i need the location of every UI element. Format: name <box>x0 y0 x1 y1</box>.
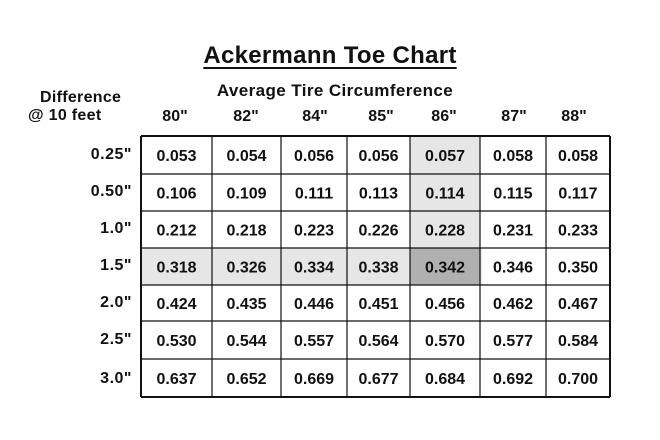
chart-title: Ackermann Toe Chart <box>203 42 457 69</box>
table-cell-value: 0.212 <box>156 223 196 240</box>
table-cell-value: 0.700 <box>558 371 598 388</box>
table-cell-value: 0.584 <box>558 333 598 350</box>
table-cell-value: 0.424 <box>156 296 196 313</box>
table-cell-value: 0.570 <box>425 333 465 350</box>
highlight-column-band <box>410 136 480 248</box>
column-header-87: 87" <box>501 108 527 125</box>
table-cell-value: 0.338 <box>358 260 398 277</box>
row-label-0-50: 0.50" <box>90 183 132 200</box>
row-label-1-5: 1.5" <box>100 257 132 274</box>
table-cell-value: 0.684 <box>425 371 465 388</box>
table-cell-value: 0.109 <box>226 186 266 203</box>
column-header-88: 88" <box>561 108 587 125</box>
table-cell-value: 0.318 <box>156 260 196 277</box>
highlight-layer <box>141 136 482 285</box>
table-cell-value: 0.637 <box>156 371 196 388</box>
table-cell-value: 0.652 <box>226 371 266 388</box>
table-cell-value: 0.456 <box>425 296 465 313</box>
row-label-1-0: 1.0" <box>100 220 132 237</box>
table-cell-value: 0.467 <box>558 296 598 313</box>
table-cell-value: 0.057 <box>425 148 465 165</box>
table-cell-value: 0.058 <box>493 148 533 165</box>
row-header-line1: Difference <box>40 89 122 106</box>
column-header-86: 86" <box>431 108 457 125</box>
row-header-line2: @ 10 feet <box>28 107 102 124</box>
column-header-84: 84" <box>302 108 328 125</box>
table-cell-value: 0.115 <box>493 186 532 203</box>
table-cell-value: 0.053 <box>156 148 196 165</box>
table-cell-value: 0.058 <box>558 148 598 165</box>
table-cell-value: 0.228 <box>425 223 465 240</box>
table-cell-value: 0.692 <box>493 371 533 388</box>
table-cell-value: 0.564 <box>358 333 398 350</box>
table-cell-value: 0.106 <box>156 186 196 203</box>
column-header-80: 80" <box>162 108 188 125</box>
row-label-3-0: 3.0" <box>100 370 132 387</box>
highlight-intersection <box>410 248 480 285</box>
column-header-title: Average Tire Circumference <box>216 81 454 100</box>
table-cell-value: 0.446 <box>294 296 334 313</box>
table-cell-value: 0.111 <box>295 186 333 203</box>
table-cell-value: 0.117 <box>558 186 597 203</box>
table-cell-value: 0.350 <box>558 260 598 277</box>
table-cell-value: 0.056 <box>358 148 398 165</box>
table-cell-value: 0.342 <box>425 260 465 277</box>
table-cell-value: 0.054 <box>226 148 266 165</box>
table-cell-value: 0.233 <box>558 223 598 240</box>
table-cell-value: 0.577 <box>493 333 533 350</box>
table-cell-value: 0.346 <box>493 260 533 277</box>
table-cell-value: 0.435 <box>226 296 266 313</box>
table-cell-value: 0.530 <box>156 333 196 350</box>
row-header-title: Difference @ 10 feet <box>28 89 140 125</box>
row-label-2-0: 2.0" <box>100 294 132 311</box>
table-cell-value: 0.114 <box>425 186 464 203</box>
row-label-2-5: 2.5" <box>100 331 132 348</box>
table-cell-value: 0.544 <box>226 333 266 350</box>
table-cells: 0.053 0.054 0.056 0.056 0.057 0.058 0.058 0.106… <box>156 148 598 388</box>
table-cell-value: 0.218 <box>226 223 266 240</box>
table-cell-value: 0.462 <box>493 296 533 313</box>
table-cell-value: 0.669 <box>294 371 334 388</box>
table-cell-value: 0.056 <box>294 148 334 165</box>
table-cell-value: 0.223 <box>294 223 334 240</box>
table-cell-value: 0.557 <box>294 333 334 350</box>
row-label-0-25: 0.25" <box>90 146 132 163</box>
column-header-85: 85" <box>368 108 394 125</box>
table-cell-value: 0.226 <box>358 223 398 240</box>
table-cell-value: 0.451 <box>358 296 398 313</box>
table-cell-value: 0.113 <box>359 186 398 203</box>
column-header-82: 82" <box>233 108 259 125</box>
table-cell-value: 0.334 <box>294 260 334 277</box>
table-cell-value: 0.326 <box>226 260 266 277</box>
table-cell-value: 0.677 <box>358 371 398 388</box>
table-cell-value: 0.231 <box>493 223 533 240</box>
grid-lines <box>140 135 611 398</box>
